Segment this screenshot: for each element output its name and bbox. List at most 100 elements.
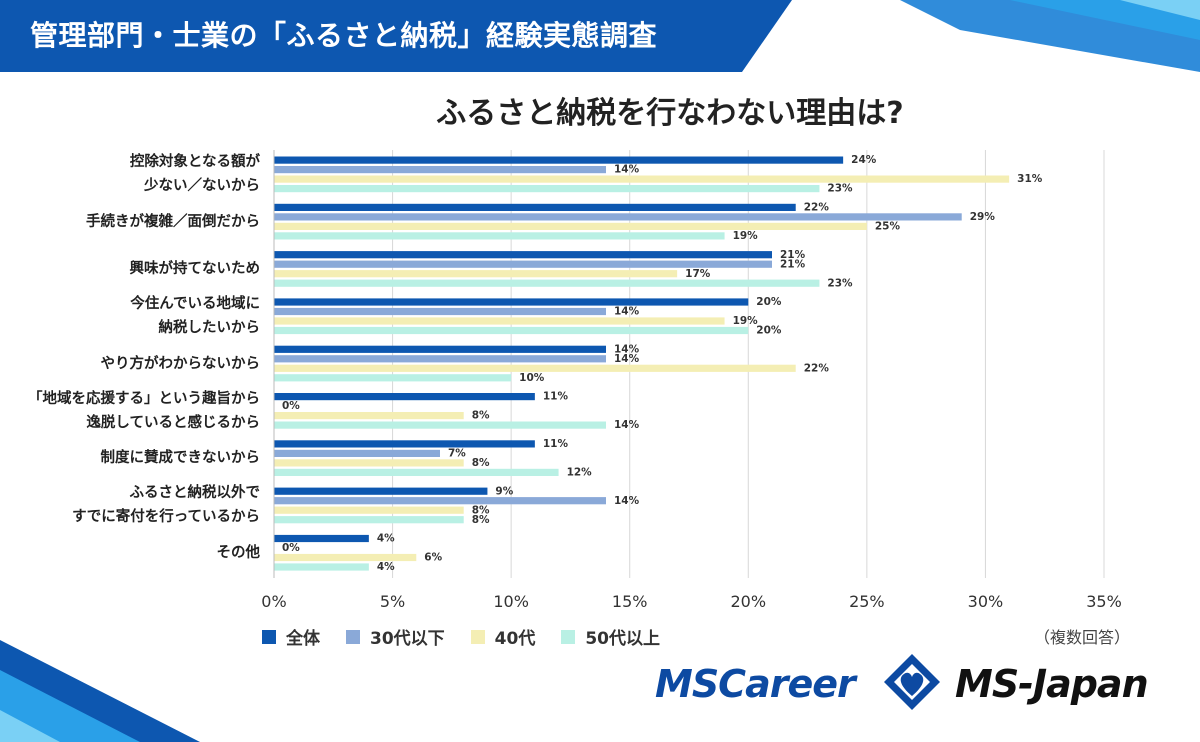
category-label-line: ふるさと納税以外で	[129, 485, 261, 502]
category-label: 今住んでいる地域に納税したいから	[130, 292, 260, 340]
category-label: 控除対象となる額が少ない／ないから	[130, 150, 260, 198]
x-tick-label: 30%	[968, 592, 1004, 611]
bar	[274, 175, 1010, 183]
category-label: 興味が持てないため	[130, 257, 261, 281]
x-tick-label: 15%	[612, 592, 648, 611]
legend-label-30s: 30代以下	[370, 629, 445, 649]
bar-value-label: 8%	[472, 457, 490, 469]
category-label: その他	[217, 541, 261, 565]
bar	[274, 203, 796, 211]
category-label-line: 手続きが複雑／面倒だから	[86, 213, 260, 230]
bar-value-label: 23%	[827, 183, 853, 195]
bar-value-label: 17%	[685, 268, 711, 280]
bar-value-label: 8%	[472, 504, 490, 516]
legend-swatch-all	[262, 629, 276, 644]
category-label-line: 少ない／ないから	[144, 178, 260, 195]
legend-swatch-50s	[561, 629, 576, 644]
corner-decoration	[0, 640, 200, 742]
bar-value-label: 14%	[614, 343, 640, 355]
category-label: 手続きが複雑／面倒だから	[86, 210, 260, 234]
bar	[274, 156, 844, 164]
bar-value-label: 10%	[519, 372, 545, 384]
bar-value-label: 0%	[282, 400, 300, 412]
page-title: 管理部門・士業の「ふるさと納税」経験実態調査	[30, 19, 658, 52]
legend-item-all: 全体	[262, 624, 320, 649]
bar	[274, 506, 464, 514]
bar-value-label: 29%	[970, 211, 996, 223]
bar-value-label: 8%	[472, 410, 490, 422]
x-tick-label: 0%	[261, 592, 286, 611]
category-label: 制度に賛成できないから	[101, 446, 261, 470]
legend-item-40s: 40代	[470, 624, 535, 649]
bar	[274, 317, 725, 325]
bar-value-label: 20%	[756, 325, 782, 337]
legend-label-all: 全体	[286, 629, 320, 649]
bar-value-label: 11%	[543, 438, 569, 450]
bar-value-label: 23%	[827, 277, 853, 289]
category-label-line: 今住んでいる地域に	[130, 296, 260, 313]
bar-value-label: 22%	[804, 202, 830, 214]
category-label-line: 「地域を応援する」という趣旨から	[28, 390, 260, 407]
category-label-line: 納税したいから	[158, 320, 261, 337]
bar	[274, 393, 535, 401]
bar	[274, 553, 417, 562]
bar	[274, 232, 725, 240]
legend-swatch-30s	[346, 629, 360, 644]
ms-japan-logo: MS-Japan	[955, 662, 1149, 706]
mscareer-logo: MSCareer	[655, 662, 856, 706]
bar-value-label: 4%	[377, 533, 395, 545]
ms-japan-emblem-icon	[884, 654, 940, 710]
bar	[274, 534, 369, 543]
bar	[274, 251, 772, 259]
bar	[274, 516, 464, 524]
bar	[274, 497, 606, 505]
x-tick-label: 35%	[1086, 592, 1122, 611]
bar	[274, 185, 820, 193]
legend-label-50s: 50代以上	[585, 629, 661, 649]
bar-value-label: 14%	[614, 419, 640, 431]
bar	[274, 260, 772, 268]
bar	[274, 270, 678, 278]
bar	[274, 307, 606, 316]
legend-item-30s: 30代以下	[346, 624, 445, 649]
x-tick-label: 20%	[731, 592, 767, 611]
legend-item-50s: 50代以上	[561, 624, 660, 649]
bar-value-label: 24%	[851, 154, 877, 166]
bar-value-label: 25%	[875, 221, 901, 233]
bar-value-label: 20%	[756, 296, 782, 308]
legend: 全体 30代以下 40代 50代以上	[262, 624, 660, 649]
bar-value-label: 9%	[495, 485, 513, 497]
bar	[274, 355, 606, 363]
x-tick-label: 5%	[380, 592, 405, 611]
bar	[274, 364, 796, 372]
bar	[274, 440, 535, 448]
chart-title: ふるさと納税を行なわない理由は?	[436, 96, 904, 131]
bar-value-label: 19%	[733, 315, 759, 327]
category-label-line: やり方がわからないから	[100, 355, 261, 372]
bar-value-label: 14%	[614, 353, 640, 365]
bar	[274, 298, 749, 306]
bar-value-label: 21%	[780, 258, 806, 270]
bar-value-label: 0%	[282, 542, 300, 554]
category-label-line: 控除対象となる額が	[129, 154, 260, 171]
category-label: 「地域を応援する」という趣旨から 逸脱していると感じるから	[28, 387, 260, 435]
category-label-line: 制度に賛成できないから	[100, 450, 261, 467]
bar-value-label: 19%	[733, 230, 759, 242]
x-tick-label: 10%	[493, 592, 529, 611]
bar	[274, 449, 440, 457]
category-label-line: その他	[216, 544, 261, 561]
bar	[274, 222, 867, 230]
bar	[274, 459, 464, 467]
category-label-line: 興味が持てないため	[129, 260, 261, 277]
bar	[274, 279, 820, 287]
bar-value-label: 8%	[472, 514, 490, 526]
bar	[274, 468, 559, 476]
bar	[274, 166, 606, 174]
bar-value-label: 11%	[543, 391, 569, 403]
bar-value-label: 14%	[614, 495, 640, 507]
bar-value-label: 21%	[780, 249, 806, 261]
bar	[274, 326, 749, 335]
bar	[274, 374, 512, 382]
bar-value-label: 12%	[567, 467, 593, 479]
category-label: ふるさと納税以外で すでに寄付を行っているから	[72, 481, 260, 529]
